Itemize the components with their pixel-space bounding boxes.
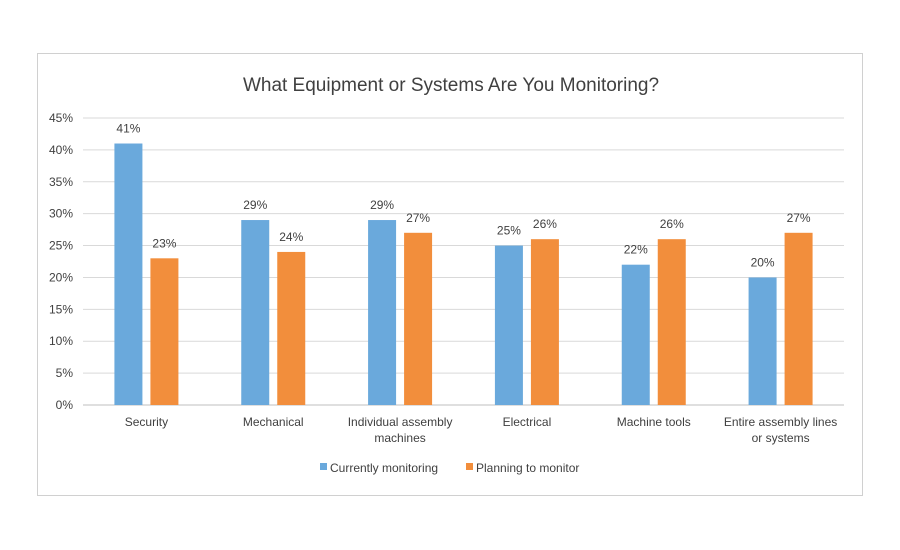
x-axis: Security Mechanical Individual assembly mac… [125,415,838,445]
data-label: 27% [406,211,430,225]
y-tick-label: 10% [49,334,73,348]
bar-currently-monitoring [621,264,650,405]
bar-chart: What Equipment or Systems Are You Monito… [49,75,844,475]
legend-swatch [466,463,473,470]
data-label: 41% [116,122,140,136]
data-labels: 41% 23% 29% 24% 29% 27% 25% 26% 22% 26% 20% 27% [116,122,811,270]
bar-currently-monitoring [114,143,143,405]
chart-frame: What Equipment or Systems Are You Monito… [37,53,863,496]
chart-title: What Equipment or Systems Are You Monito… [243,75,659,96]
y-tick-label: 15% [49,302,73,316]
data-label: 24% [279,230,303,244]
x-tick-label: Security [125,415,168,429]
bar-planning-to-monitor [530,239,559,405]
data-label: 23% [152,236,176,250]
bars [114,143,813,405]
y-tick-label: 30% [49,207,73,221]
data-label: 29% [243,198,267,212]
bar-planning-to-monitor [150,258,179,405]
bar-planning-to-monitor [404,232,433,405]
y-tick-label: 25% [49,239,73,253]
x-tick-label: Electrical [503,415,552,429]
bar-currently-monitoring [241,220,270,405]
data-label: 20% [751,255,775,269]
legend-label: Planning to monitor [476,461,579,475]
y-tick-label: 0% [56,398,74,412]
x-tick-label: Machine tools [617,415,691,429]
y-tick-label: 35% [49,175,73,189]
y-tick-label: 40% [49,143,73,157]
bar-planning-to-monitor [784,232,813,405]
data-label: 22% [624,243,648,257]
bar-planning-to-monitor [657,239,686,405]
x-tick-label: machines [374,431,425,445]
data-label: 27% [787,211,811,225]
legend-swatch [320,463,327,470]
legend: Currently monitoring Planning to monitor [320,461,579,475]
data-label: 26% [533,217,557,231]
bar-currently-monitoring [494,245,523,405]
x-tick-label: Entire assembly lines [724,415,837,429]
bar-planning-to-monitor [277,251,306,405]
x-tick-label: Individual assembly [348,415,453,429]
y-tick-label: 5% [56,366,74,380]
bar-currently-monitoring [748,277,777,405]
grid-lines [83,117,844,406]
bar-currently-monitoring [368,220,397,405]
y-tick-label: 45% [49,111,73,125]
data-label: 29% [370,198,394,212]
data-label: 25% [497,224,521,238]
y-tick-label: 20% [49,270,73,284]
x-tick-label: Mechanical [243,415,304,429]
data-label: 26% [660,217,684,231]
legend-label: Currently monitoring [330,461,438,475]
y-axis: 0% 5% 10% 15% 20% 25% 30% 35% 40% 45% [49,111,73,412]
x-tick-label: or systems [752,431,810,445]
